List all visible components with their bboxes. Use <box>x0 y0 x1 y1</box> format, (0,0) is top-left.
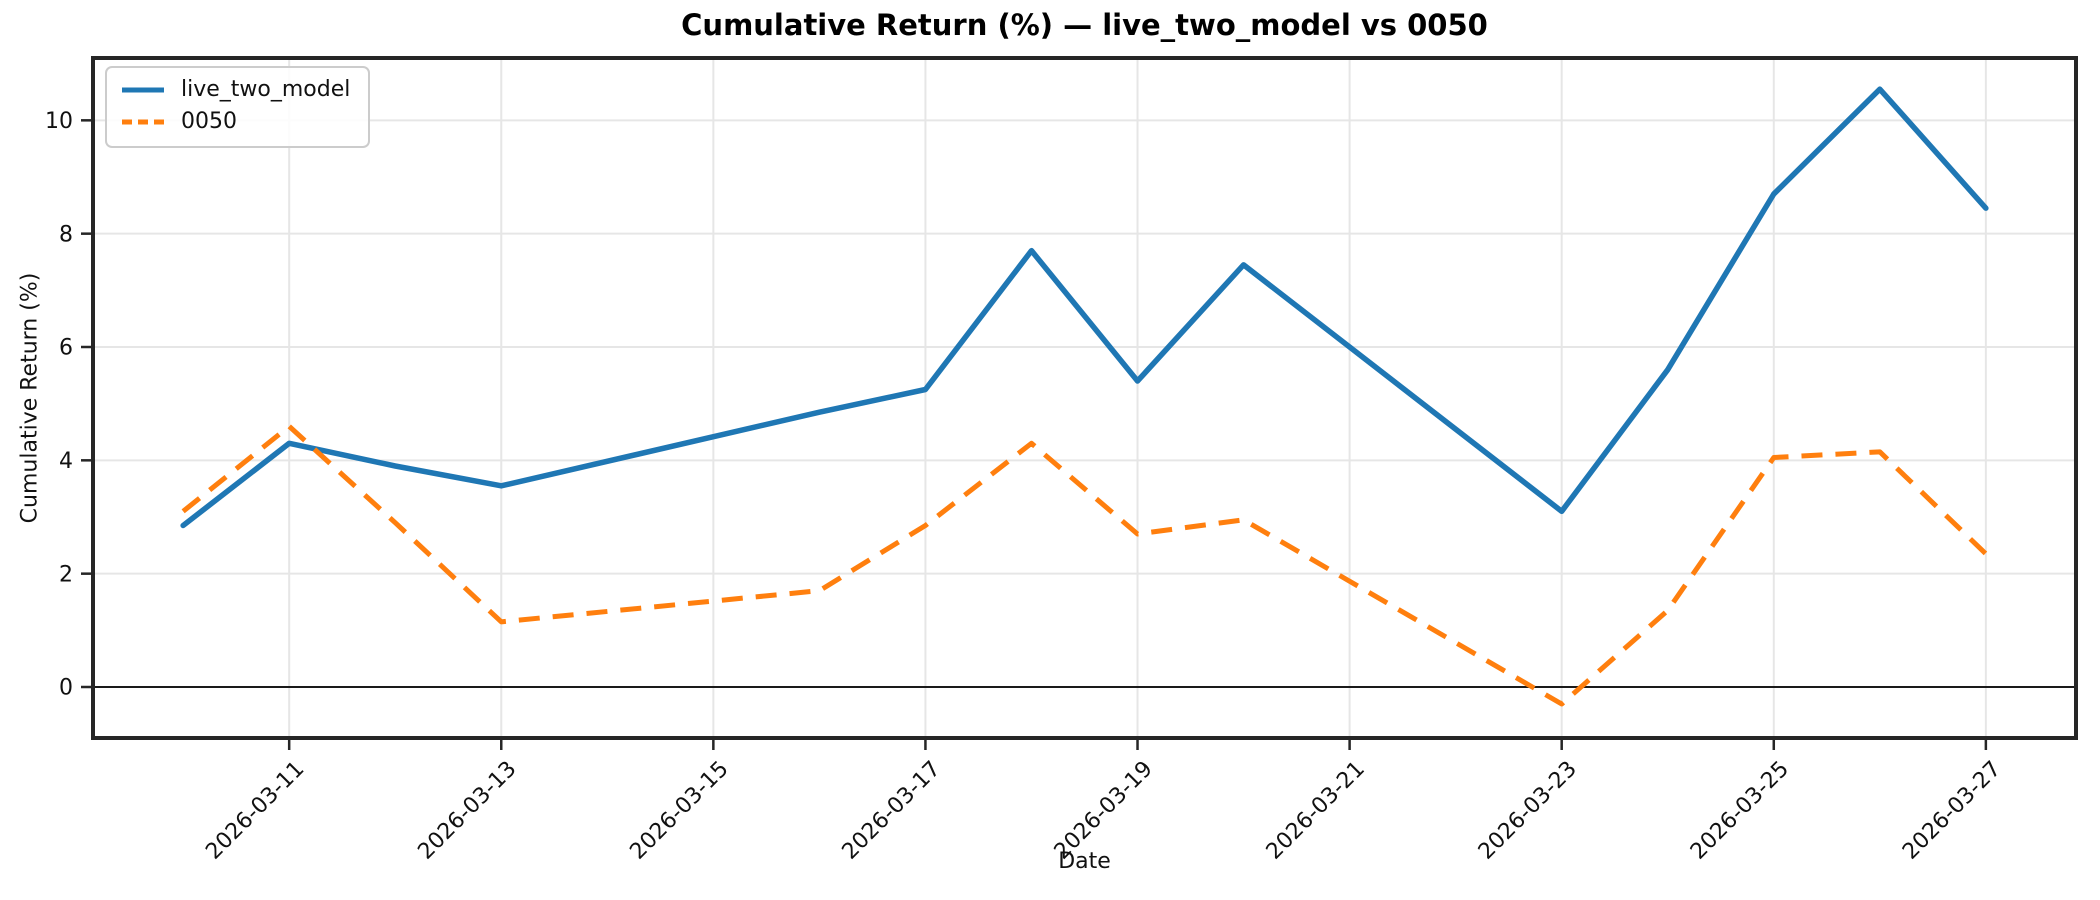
plot-frame <box>91 56 2078 740</box>
series-line-0050 <box>181 423 1988 707</box>
x-axis-label: Date <box>1058 849 1111 874</box>
y-tick-label: 8 <box>59 222 73 247</box>
legend-line-sample-solid <box>122 87 164 93</box>
y-tick-label: 0 <box>59 676 73 701</box>
y-axis-ticks: 0 2 4 6 8 10 <box>45 109 93 701</box>
series-line-live_two_model <box>180 86 1989 529</box>
legend-item-0050: 0050 <box>120 109 350 134</box>
legend-line-sample-dashed <box>122 119 164 125</box>
x-axis-ticks: 2026-03-11 2026-03-13 2026-03-15 2026-03-17… <box>201 738 2006 865</box>
y-tick-label: 2 <box>59 562 73 587</box>
y-tick-label: 4 <box>59 449 73 474</box>
legend-label-0050: 0050 <box>181 109 237 135</box>
y-axis-label: Cumulative Return (%) <box>17 272 43 524</box>
y-tick-label: 10 <box>45 109 73 134</box>
y-tick-label: 6 <box>59 336 73 361</box>
legend-item-live-two-model: live_two_model <box>120 77 350 102</box>
gridlines <box>93 58 2076 738</box>
legend: live_two_model 0050 <box>105 66 371 148</box>
legend-label-live-two-model: live_two_model <box>181 77 351 102</box>
chart-title: Cumulative Return (%) — live_two_model v… <box>681 8 1488 42</box>
